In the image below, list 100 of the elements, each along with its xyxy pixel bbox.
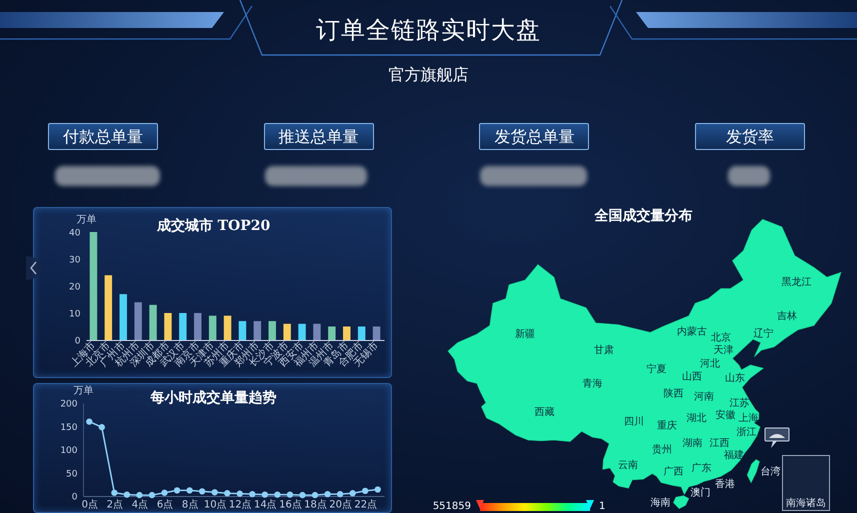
x-tick-label: 12点 (228, 498, 252, 510)
point (286, 491, 294, 498)
y-tick-label: 100 (60, 446, 78, 456)
bar (149, 304, 157, 340)
category-label: 陕西 (663, 388, 684, 400)
bar (120, 294, 127, 340)
x-tick-label: 18点 (304, 498, 327, 510)
y-tick-label: 0 (72, 492, 78, 502)
text: 发货总单量 (479, 123, 590, 150)
point (198, 488, 206, 495)
x-tick-label: 14点 (254, 498, 277, 510)
x-tick-label: 4点 (132, 498, 148, 510)
category-label: 青海 (582, 377, 602, 390)
point (312, 492, 318, 498)
point (324, 490, 331, 498)
bar (313, 324, 321, 340)
bar (238, 321, 246, 340)
bar (179, 313, 187, 340)
point (274, 491, 281, 498)
category-label: 江苏 (730, 396, 750, 409)
category-label: 福建 (724, 449, 744, 462)
point (111, 490, 118, 496)
point (161, 490, 168, 496)
category-label: 天津 (713, 344, 734, 356)
y-tick-label: 0 (74, 336, 81, 346)
text: 南海诸岛 (785, 496, 827, 510)
category-label: 贵州 (652, 444, 672, 456)
y-tick-label: 150 (60, 422, 78, 433)
category-label: 内蒙古 (677, 326, 708, 338)
point (174, 487, 180, 494)
y-axis-title: 万单 (76, 214, 96, 226)
y-axis-title: 万单 (74, 384, 94, 396)
point (86, 418, 92, 425)
text: 官方旗舰店 (388, 65, 470, 86)
category-label: 宁夏 (646, 363, 667, 376)
category-label: 澳门 (690, 486, 710, 498)
y-tick-label: 10 (69, 310, 81, 320)
category-label: 新疆 (515, 328, 536, 340)
point (148, 492, 156, 498)
x-tick-label: 6点 (156, 498, 174, 510)
category-label: 山东 (725, 372, 746, 384)
point (212, 489, 218, 496)
category-label: 河北 (700, 357, 720, 370)
bar (268, 321, 276, 340)
point (249, 490, 256, 498)
text: 订单全链路实时大盘 (315, 15, 542, 46)
point (236, 490, 243, 497)
category-label: 辽宁 (753, 327, 774, 340)
x-tick-label: 10点 (204, 498, 227, 510)
category-label: 湖北 (686, 412, 707, 424)
category-label: 四川 (624, 416, 644, 428)
category-label: 西藏 (534, 406, 554, 418)
point (299, 492, 306, 498)
bar (298, 324, 306, 340)
text: 发货率 (695, 123, 806, 150)
bar (343, 326, 350, 340)
category-label: 河南 (694, 390, 714, 403)
bar (164, 313, 172, 340)
bar (208, 316, 216, 340)
bar (372, 326, 380, 340)
bar (104, 275, 112, 340)
category-label: 黑龙江 (782, 276, 812, 288)
text: 1 (599, 501, 606, 513)
y-tick-label: 50 (66, 469, 78, 480)
point (224, 490, 230, 496)
point (262, 491, 268, 498)
bar (328, 326, 336, 340)
category-label: 香港 (714, 478, 735, 490)
category-label: 吉林 (777, 310, 798, 322)
bar (90, 232, 98, 340)
x-tick-label: 16点 (279, 498, 302, 510)
point (124, 491, 130, 498)
point (136, 492, 143, 498)
point (186, 487, 193, 494)
y-tick-label: 200 (60, 400, 78, 410)
bar (134, 302, 142, 340)
category-label: 浙江 (736, 426, 757, 438)
x-tick-label: 0点 (82, 498, 98, 510)
category-label: 广东 (692, 462, 712, 474)
y-tick-label: 40 (69, 228, 81, 238)
category-label: 安徽 (715, 408, 736, 421)
bar (224, 316, 232, 340)
text: 推送总单量 (264, 123, 374, 150)
bar (283, 324, 291, 340)
x-tick-label: 8点 (182, 498, 198, 510)
y-tick-label: 20 (69, 282, 81, 292)
category-label: 山西 (682, 370, 702, 382)
category-label: 北京 (710, 332, 731, 344)
text: 全国成交量分布 (594, 207, 692, 224)
text: 551859 (432, 501, 471, 513)
x-tick-label: 2点 (106, 498, 124, 510)
point (374, 486, 381, 493)
y-tick-label: 30 (69, 256, 81, 266)
point (362, 488, 368, 494)
category-label: 重庆 (656, 419, 677, 432)
chart-title: 每小时成交单量趋势 (150, 389, 276, 406)
category-label: 甘肃 (594, 344, 614, 356)
category-label: 海南 (650, 496, 671, 509)
x-tick-label: 20点 (329, 498, 352, 510)
bar (254, 321, 262, 340)
